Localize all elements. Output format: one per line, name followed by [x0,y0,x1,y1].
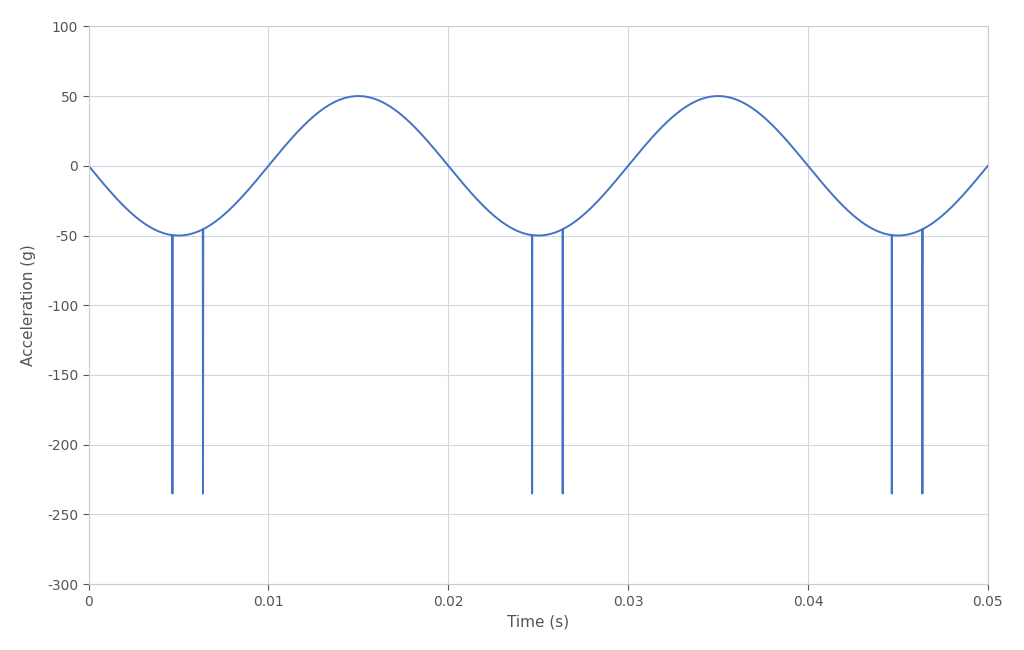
Y-axis label: Acceleration (g): Acceleration (g) [20,244,36,366]
X-axis label: Time (s): Time (s) [507,614,569,629]
